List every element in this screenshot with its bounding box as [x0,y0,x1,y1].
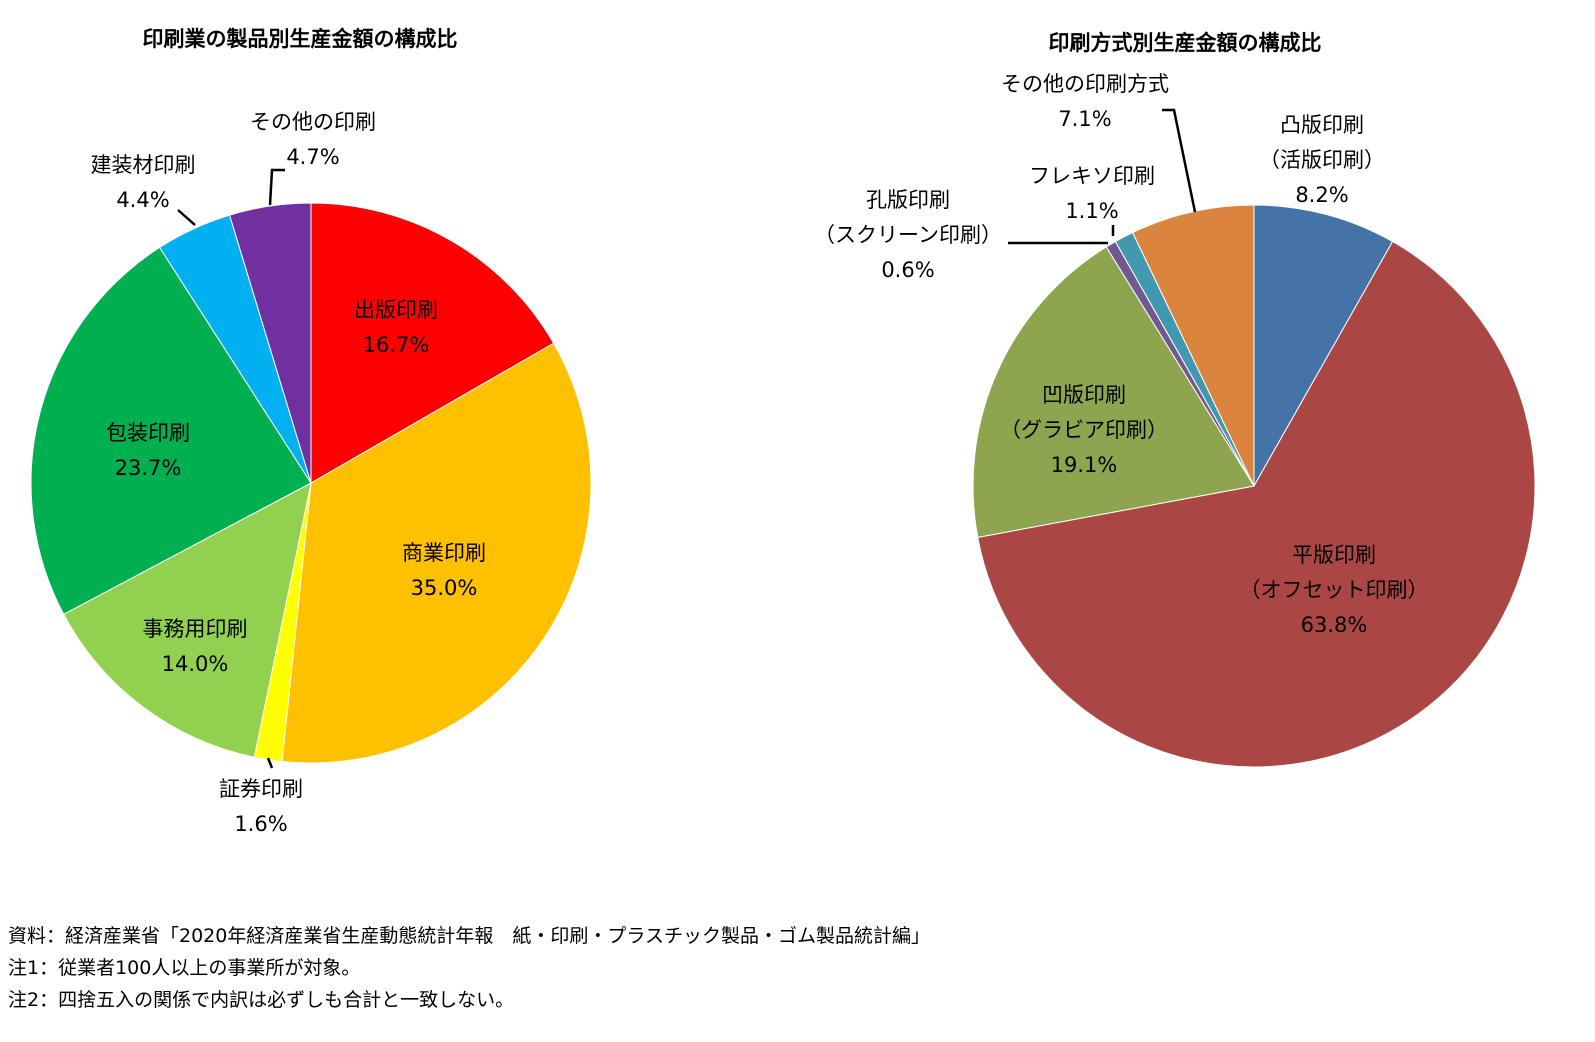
slice-label: フレキソ印刷 [1029,164,1155,188]
slice-value-label: 1.6% [234,812,287,836]
slice-label: 凸版印刷 [1280,113,1364,137]
chart-title: 印刷業の製品別生産金額の構成比 [143,27,458,51]
slice-label: その他の印刷方式 [1001,72,1169,96]
pie-slice [972,246,1255,538]
footnote-2: 注2：四捨五入の関係で内訳は必ずしも合計と一致しない。 [8,989,515,1011]
pie-slice [310,202,555,484]
slice-value-label: 0.6% [881,258,934,282]
slice-value-label: 16.7% [363,333,430,357]
slice-value-label: 19.1% [1051,453,1118,477]
slice-label: 商業印刷 [402,541,486,565]
charts-canvas: 印刷業の製品別生産金額の構成比 出版印刷 16.7% 商業印刷 35.0% 証券印刷 1.… [30,27,1536,836]
chart-title: 印刷方式別生産金額の構成比 [1049,31,1322,55]
slice-label: 事務用印刷 [143,617,248,641]
pie-slice [63,482,312,758]
pie-slice [1131,204,1255,487]
leader-line [268,168,285,206]
pie-slice [977,240,1536,768]
source-note: 資料：経済産業省「2020年経済産業省生産動態統計年報 紙・印刷・プラスチック製… [8,925,930,947]
slice-label: 孔版印刷 [866,188,950,212]
slice-label: 凹版印刷 [1042,383,1126,407]
slice-label: （活版印刷） [1259,148,1385,172]
slice-value-label: 14.0% [162,652,229,676]
slice-value-label: 4.4% [116,188,169,212]
pie-slice [281,342,592,764]
source-notes: 資料：経済産業省「2020年経済産業省生産動態統計年報 紙・印刷・プラスチック製… [8,920,930,1016]
leader-line [1162,108,1197,213]
slice-label: （オフセット印刷） [1240,578,1429,602]
pie-slice [228,202,312,484]
pie-product: 出版印刷 16.7% 商業印刷 35.0% 証券印刷 1.6% 事務用印刷 14.0% 包装印刷… [30,110,592,836]
slice-label: 平版印刷 [1292,543,1376,567]
pie-slice [1253,204,1394,488]
slice-value-label: 23.7% [115,456,182,480]
slice-value-label: 1.1% [1065,199,1118,223]
slice-label: 建装材印刷 [91,153,196,177]
pie-method: 凸版印刷 （活版印刷） 8.2% 平版印刷 （オフセット印刷） 63.8% 凹版印刷 （グラビ… [814,72,1536,768]
slice-label: （グラビア印刷） [1000,418,1168,442]
leader-line [266,757,274,769]
leader-line [177,209,196,226]
slice-value-label: 7.1% [1058,107,1111,131]
slice-value-label: 63.8% [1301,613,1368,637]
slice-value-label: 4.7% [286,145,339,169]
slice-label: 証券印刷 [219,777,303,801]
slice-label: 包装印刷 [106,421,190,445]
slice-label: 出版印刷 [354,298,438,322]
footnote-1: 注1：従業者100人以上の事業所が対象。 [8,957,361,979]
slice-label: その他の印刷 [250,110,376,134]
slice-label: （スクリーン印刷） [814,223,1002,247]
pie-slice [30,246,312,615]
slice-value-label: 35.0% [411,576,478,600]
slice-value-label: 8.2% [1295,183,1348,207]
